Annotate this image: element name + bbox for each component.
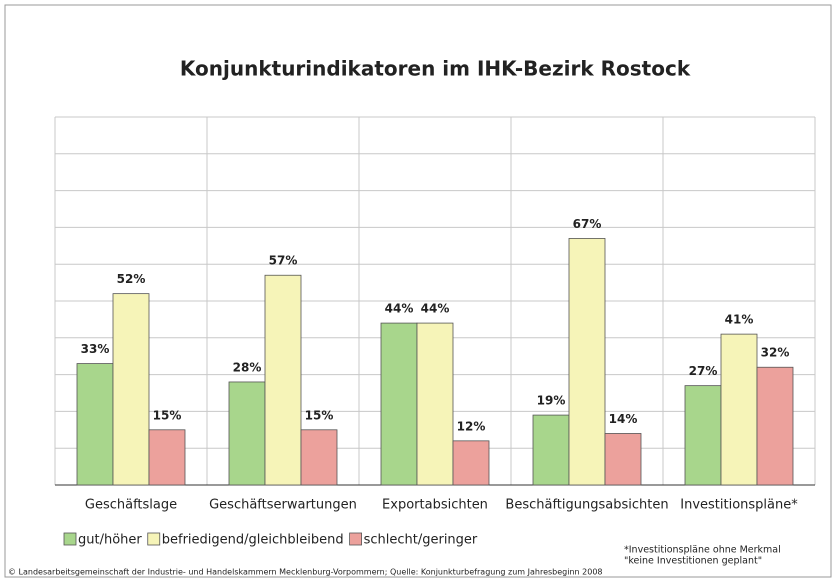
bar bbox=[720, 333, 758, 486]
legend-swatch bbox=[147, 532, 161, 546]
data-label: 15% bbox=[153, 408, 182, 422]
data-label: 41% bbox=[725, 313, 754, 327]
x-tick-label: Exportabsichten bbox=[382, 498, 488, 513]
data-label: 57% bbox=[269, 254, 298, 268]
bar bbox=[756, 366, 794, 486]
bar bbox=[568, 238, 606, 486]
data-label: 14% bbox=[609, 412, 638, 426]
bar bbox=[228, 381, 266, 486]
data-label: 44% bbox=[421, 302, 450, 316]
legend-swatch bbox=[349, 532, 362, 546]
data-label: 15% bbox=[305, 408, 334, 422]
data-label: 52% bbox=[117, 272, 146, 286]
data-label: 28% bbox=[233, 360, 262, 374]
note: "keine Investitionen geplant" bbox=[624, 556, 762, 567]
data-label: 32% bbox=[761, 346, 790, 360]
legend-label: befriedigend/gleichbleibend bbox=[162, 533, 344, 548]
legend-swatch bbox=[63, 532, 77, 546]
note: *Investitionspläne ohne Merkmal bbox=[624, 545, 781, 556]
data-label: 44% bbox=[385, 302, 414, 316]
legend-label: gut/höher bbox=[78, 533, 142, 548]
data-label: 67% bbox=[573, 217, 602, 231]
bar bbox=[452, 440, 490, 486]
data-label: 27% bbox=[689, 364, 718, 378]
frame bbox=[4, 4, 832, 578]
bar bbox=[148, 429, 186, 486]
source: © Landesarbeitsgemeinschaft der Industri… bbox=[8, 568, 603, 577]
data-label: 12% bbox=[457, 419, 486, 433]
legend-label: schlecht/geringer bbox=[364, 533, 478, 548]
chart-title: Konjunkturindikatoren im IHK-Bezirk Rost… bbox=[180, 57, 691, 81]
data-label: 33% bbox=[81, 342, 110, 356]
data-label: 19% bbox=[537, 394, 566, 408]
x-tick-label: Geschäftserwartungen bbox=[209, 498, 357, 513]
bar bbox=[380, 322, 418, 486]
bar bbox=[604, 433, 642, 486]
bar bbox=[300, 429, 338, 486]
bar bbox=[684, 385, 722, 486]
bar bbox=[264, 274, 302, 486]
x-tick-label: Investitionspläne* bbox=[680, 498, 798, 513]
bar bbox=[112, 293, 150, 486]
bar bbox=[76, 363, 114, 486]
x-tick-label: Beschäftigungsabsichten bbox=[505, 498, 668, 513]
x-tick-label: Geschäftslage bbox=[85, 498, 177, 513]
bar bbox=[416, 322, 454, 486]
bar bbox=[532, 414, 570, 486]
